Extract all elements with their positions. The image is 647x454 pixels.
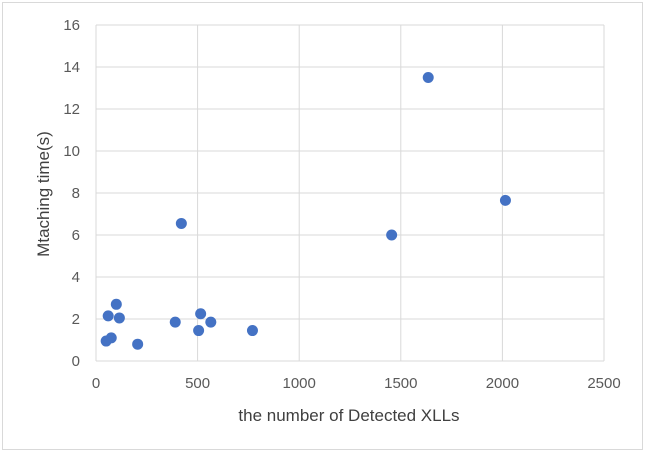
y-tick-label: 2 <box>72 311 80 328</box>
data-point <box>102 310 114 322</box>
chart-frame <box>2 2 643 450</box>
data-point <box>193 325 205 337</box>
data-point <box>105 332 117 344</box>
y-tick-label: 16 <box>63 17 80 34</box>
x-tick-label: 1500 <box>384 375 417 392</box>
x-tick-label: 2000 <box>486 375 519 392</box>
y-tick-label: 0 <box>72 353 80 370</box>
data-point <box>195 308 207 320</box>
x-tick-label: 0 <box>92 375 100 392</box>
x-tick-labels: 0 500 1000 1500 2000 2500 <box>92 375 621 392</box>
data-point <box>422 72 434 83</box>
data-point <box>132 338 144 350</box>
data-point <box>175 217 187 229</box>
x-axis-label: the number of Detected XLLs <box>238 406 459 425</box>
y-tick-label: 6 <box>72 227 80 244</box>
x-tick-label: 500 <box>185 375 210 392</box>
data-point <box>113 312 125 324</box>
data-points <box>100 72 511 350</box>
data-point <box>386 229 398 241</box>
x-tick-label: 2500 <box>587 375 620 392</box>
x-tick-label: 1000 <box>283 375 316 392</box>
data-point <box>110 298 122 310</box>
data-point <box>499 194 511 206</box>
y-axis-label: Mtaching time(s) <box>34 131 53 257</box>
y-tick-label: 8 <box>72 185 80 202</box>
y-tick-label: 12 <box>63 101 80 118</box>
y-tick-label: 10 <box>63 143 80 160</box>
y-tick-labels: 0 2 4 6 8 10 12 14 16 <box>63 17 80 370</box>
y-tick-label: 4 <box>72 269 80 286</box>
gridlines <box>95 24 605 362</box>
data-point <box>205 316 217 328</box>
data-point <box>169 316 181 328</box>
y-tick-label: 14 <box>63 59 80 76</box>
data-point <box>246 325 258 337</box>
